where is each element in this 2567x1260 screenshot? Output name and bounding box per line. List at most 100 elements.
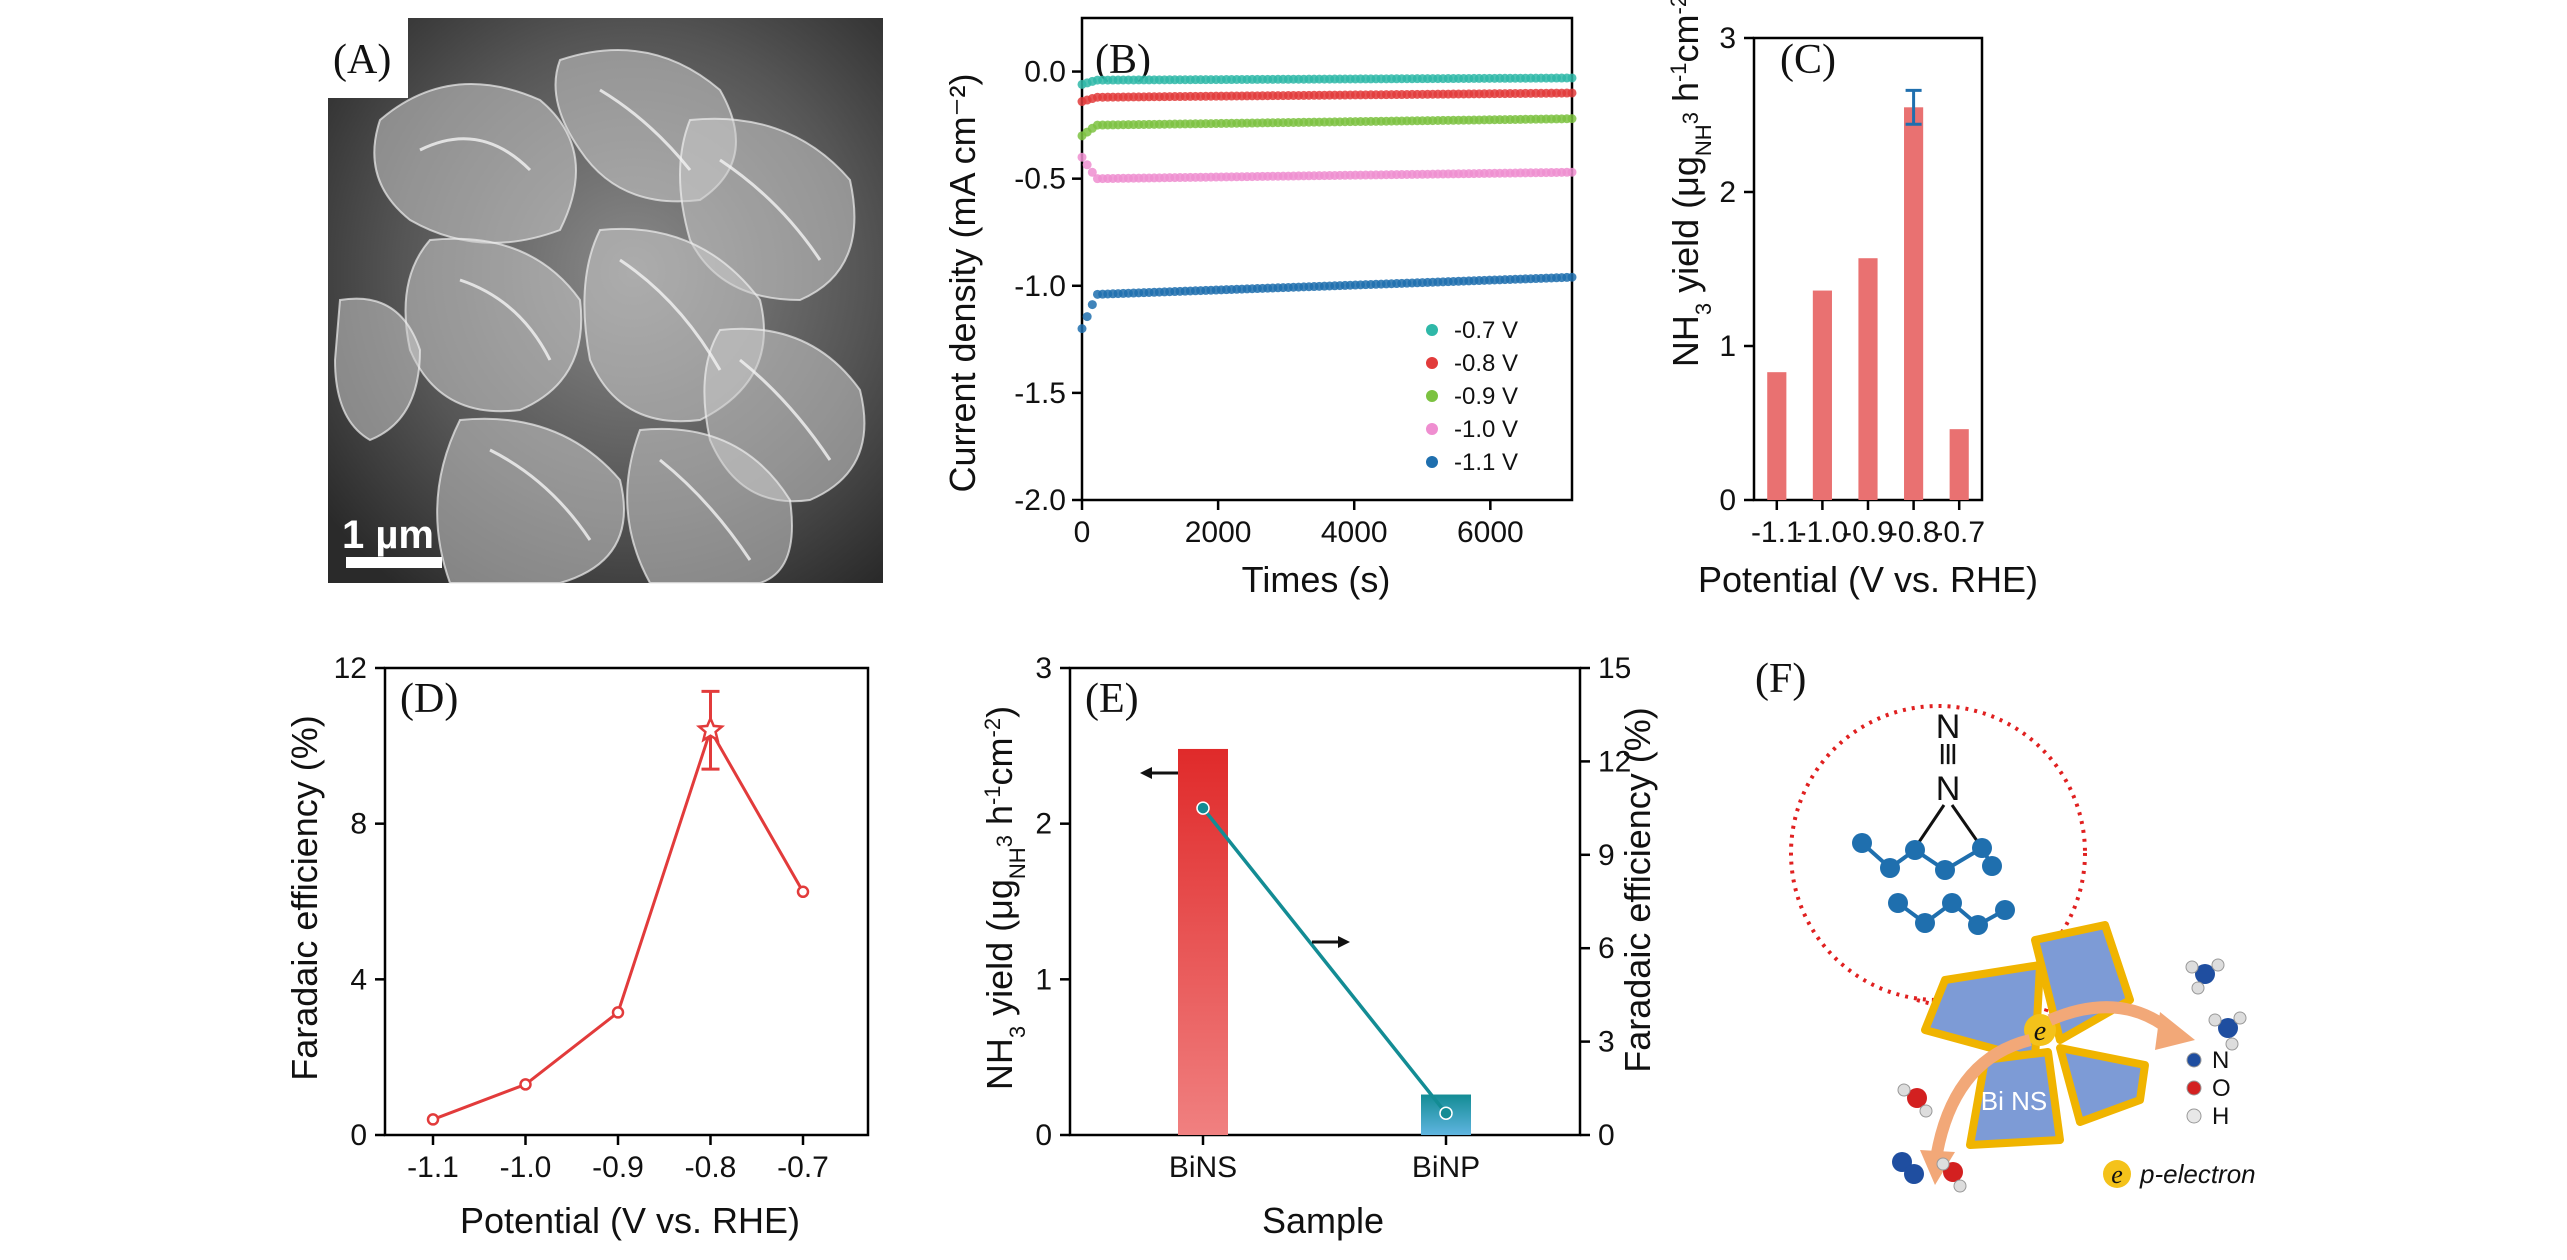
arrow-right-icon: [2047, 1001, 2174, 1035]
data-point--0.9V: [1567, 114, 1577, 124]
plot-frame-d: [383, 666, 870, 1137]
x-tick-label-b: 4000: [1321, 516, 1388, 549]
panel-label-d: (D): [400, 676, 458, 722]
axis-title-y-c: NH3 yield (μgNH3 h-1cm-2): [1665, 0, 1716, 367]
axis-title-y-left-e: NH3 yield (μgNH3 h-1cm-2): [979, 706, 1030, 1090]
bar-c--0.8: [1904, 107, 1924, 501]
y-tick-label-right-e: 9: [1598, 839, 1615, 872]
nanosheet-bottom-left: [1966, 1048, 2064, 1149]
bar-c--1.1: [1767, 372, 1787, 500]
panel-label-c: (C): [1780, 37, 1836, 83]
series-line-d: [432, 726, 805, 1121]
y-tick-label-left-e: 2: [1035, 808, 1052, 841]
legend-marker-b: [1426, 357, 1438, 369]
y-tick-label-left-e: 0: [1035, 1119, 1052, 1152]
y-tick-label-b: -2.0: [1014, 484, 1066, 517]
y-tick-label-c: 0: [1719, 484, 1736, 517]
left-axis-arrowhead-icon: [1140, 767, 1152, 779]
electron-center-symbol: e: [2034, 1016, 2046, 1047]
data-point--0.8V: [1567, 88, 1577, 98]
molecule-h2o-bottom: [1936, 1157, 1967, 1193]
bar-c--0.9: [1858, 258, 1878, 500]
x-tick-label-e: BiNP: [1412, 1151, 1480, 1184]
series-line-e: [1201, 807, 1448, 1115]
x-tick-label-c: -0.8: [1888, 516, 1940, 549]
panel-label-a: (A): [333, 37, 391, 83]
data-point-e-BiNS: [1196, 801, 1210, 815]
data-point--1.1V: [1087, 300, 1097, 310]
scale-bar: [346, 557, 442, 568]
legend-label-b: -0.8 V: [1454, 350, 1518, 377]
y-tick-label-b: -1.5: [1014, 377, 1066, 410]
plot-frame-e: [1068, 666, 1582, 1137]
y-tick-label-c: 3: [1719, 22, 1736, 55]
species-legend: NOH: [2186, 1047, 2231, 1130]
x-tick-label-c: -1.1: [1751, 516, 1803, 549]
y-tick-label-b: -0.5: [1014, 163, 1066, 196]
data-point-e-BiNP: [1439, 1106, 1453, 1120]
y-tick-label-b: 0.0: [1024, 56, 1066, 89]
data-point-d: [519, 1078, 532, 1091]
panel-label-f: (F): [1755, 656, 1806, 702]
y-tick-label-right-e: 15: [1598, 652, 1631, 685]
plot-frame-b: [1080, 16, 1574, 502]
right-axis-arrowhead-icon: [1338, 936, 1350, 948]
data-point-d: [611, 1006, 625, 1019]
x-tick-label-c: -1.0: [1797, 516, 1849, 549]
x-tick-label-b: 6000: [1457, 516, 1524, 549]
data-point--1.1V: [1567, 272, 1577, 282]
axis-title-x-d: Potential (V vs. RHE): [460, 1200, 800, 1241]
electron-legend-symbol: e: [2111, 1160, 2123, 1189]
panel-d: (D) Potential (V vs. RHE) Faradaic effic…: [284, 652, 870, 1241]
axis-title-y-d: Faradaic efficiency (%): [284, 715, 325, 1080]
panel-f: (F) N ≡ N Bi NS e: [1755, 656, 2256, 1193]
y-tick-label-d: 4: [350, 963, 367, 996]
sem-edges: [419, 88, 832, 561]
panel-label-b: (B): [1095, 37, 1151, 83]
n2-triple-bond: ≡: [1930, 741, 1968, 768]
data-point--1.1V: [1077, 324, 1087, 334]
n2-atom-bottom: N: [1936, 770, 1961, 808]
data-point-d: [426, 1113, 440, 1126]
panel-a: (A) 1 µm: [328, 18, 883, 584]
x-tick-label-d: -0.7: [777, 1151, 829, 1184]
panel-b: (B) Times (s) Current density (mA cm⁻²) …: [942, 16, 1577, 600]
data-point-d-star: [695, 715, 726, 743]
legend-marker-b: [1426, 324, 1438, 336]
electron-legend-icon: [2103, 1160, 2131, 1188]
x-tick-label-c: -0.7: [1933, 516, 1985, 549]
data-point--0.7V: [1567, 73, 1577, 83]
data-point-d: [796, 885, 810, 899]
legend-marker-b: [1426, 456, 1438, 468]
data-point--1.0V: [1567, 167, 1577, 177]
nanosheet-label: Bi NS: [1981, 1086, 2047, 1116]
scale-bar-label: 1 µm: [342, 513, 434, 557]
zoom-circle: [1789, 704, 2087, 1002]
y-tick-label-right-e: 6: [1598, 932, 1615, 965]
electron-center-icon: [2024, 1014, 2056, 1046]
n2-bond-left: [1913, 804, 1946, 849]
panel-label-e: (E): [1085, 676, 1139, 722]
axis-title-x-e: Sample: [1262, 1200, 1384, 1241]
y-tick-label-d: 8: [350, 808, 367, 841]
panel-label-box: [328, 18, 408, 98]
data-point--1.0V: [1087, 167, 1097, 177]
x-tick-label-d: -0.8: [685, 1151, 737, 1184]
x-tick-label-c: -0.9: [1842, 516, 1894, 549]
y-tick-label-right-e: 12: [1598, 745, 1631, 778]
y-tick-label-b: -1.0: [1014, 270, 1066, 303]
x-tick-label-d: -1.1: [407, 1151, 459, 1184]
bar-c--1.0: [1812, 290, 1832, 500]
data-point--1.0V: [1077, 152, 1087, 162]
legend-label-H: H: [2212, 1103, 2229, 1130]
axis-title-y-b: Current density (mA cm⁻²): [942, 73, 983, 492]
y-tick-label-c: 2: [1719, 176, 1736, 209]
panel-c: (C) Potential (V vs. RHE) NH3 yield (μgN…: [1665, 0, 2038, 600]
y-tick-label-left-e: 1: [1035, 963, 1052, 996]
x-tick-label-e: BiNS: [1169, 1151, 1237, 1184]
legend-label-b: -1.0 V: [1454, 416, 1518, 443]
molecule-n2: [1892, 1152, 1924, 1184]
legend-marker-H: [2186, 1108, 2202, 1124]
legend-marker-b: [1426, 423, 1438, 435]
